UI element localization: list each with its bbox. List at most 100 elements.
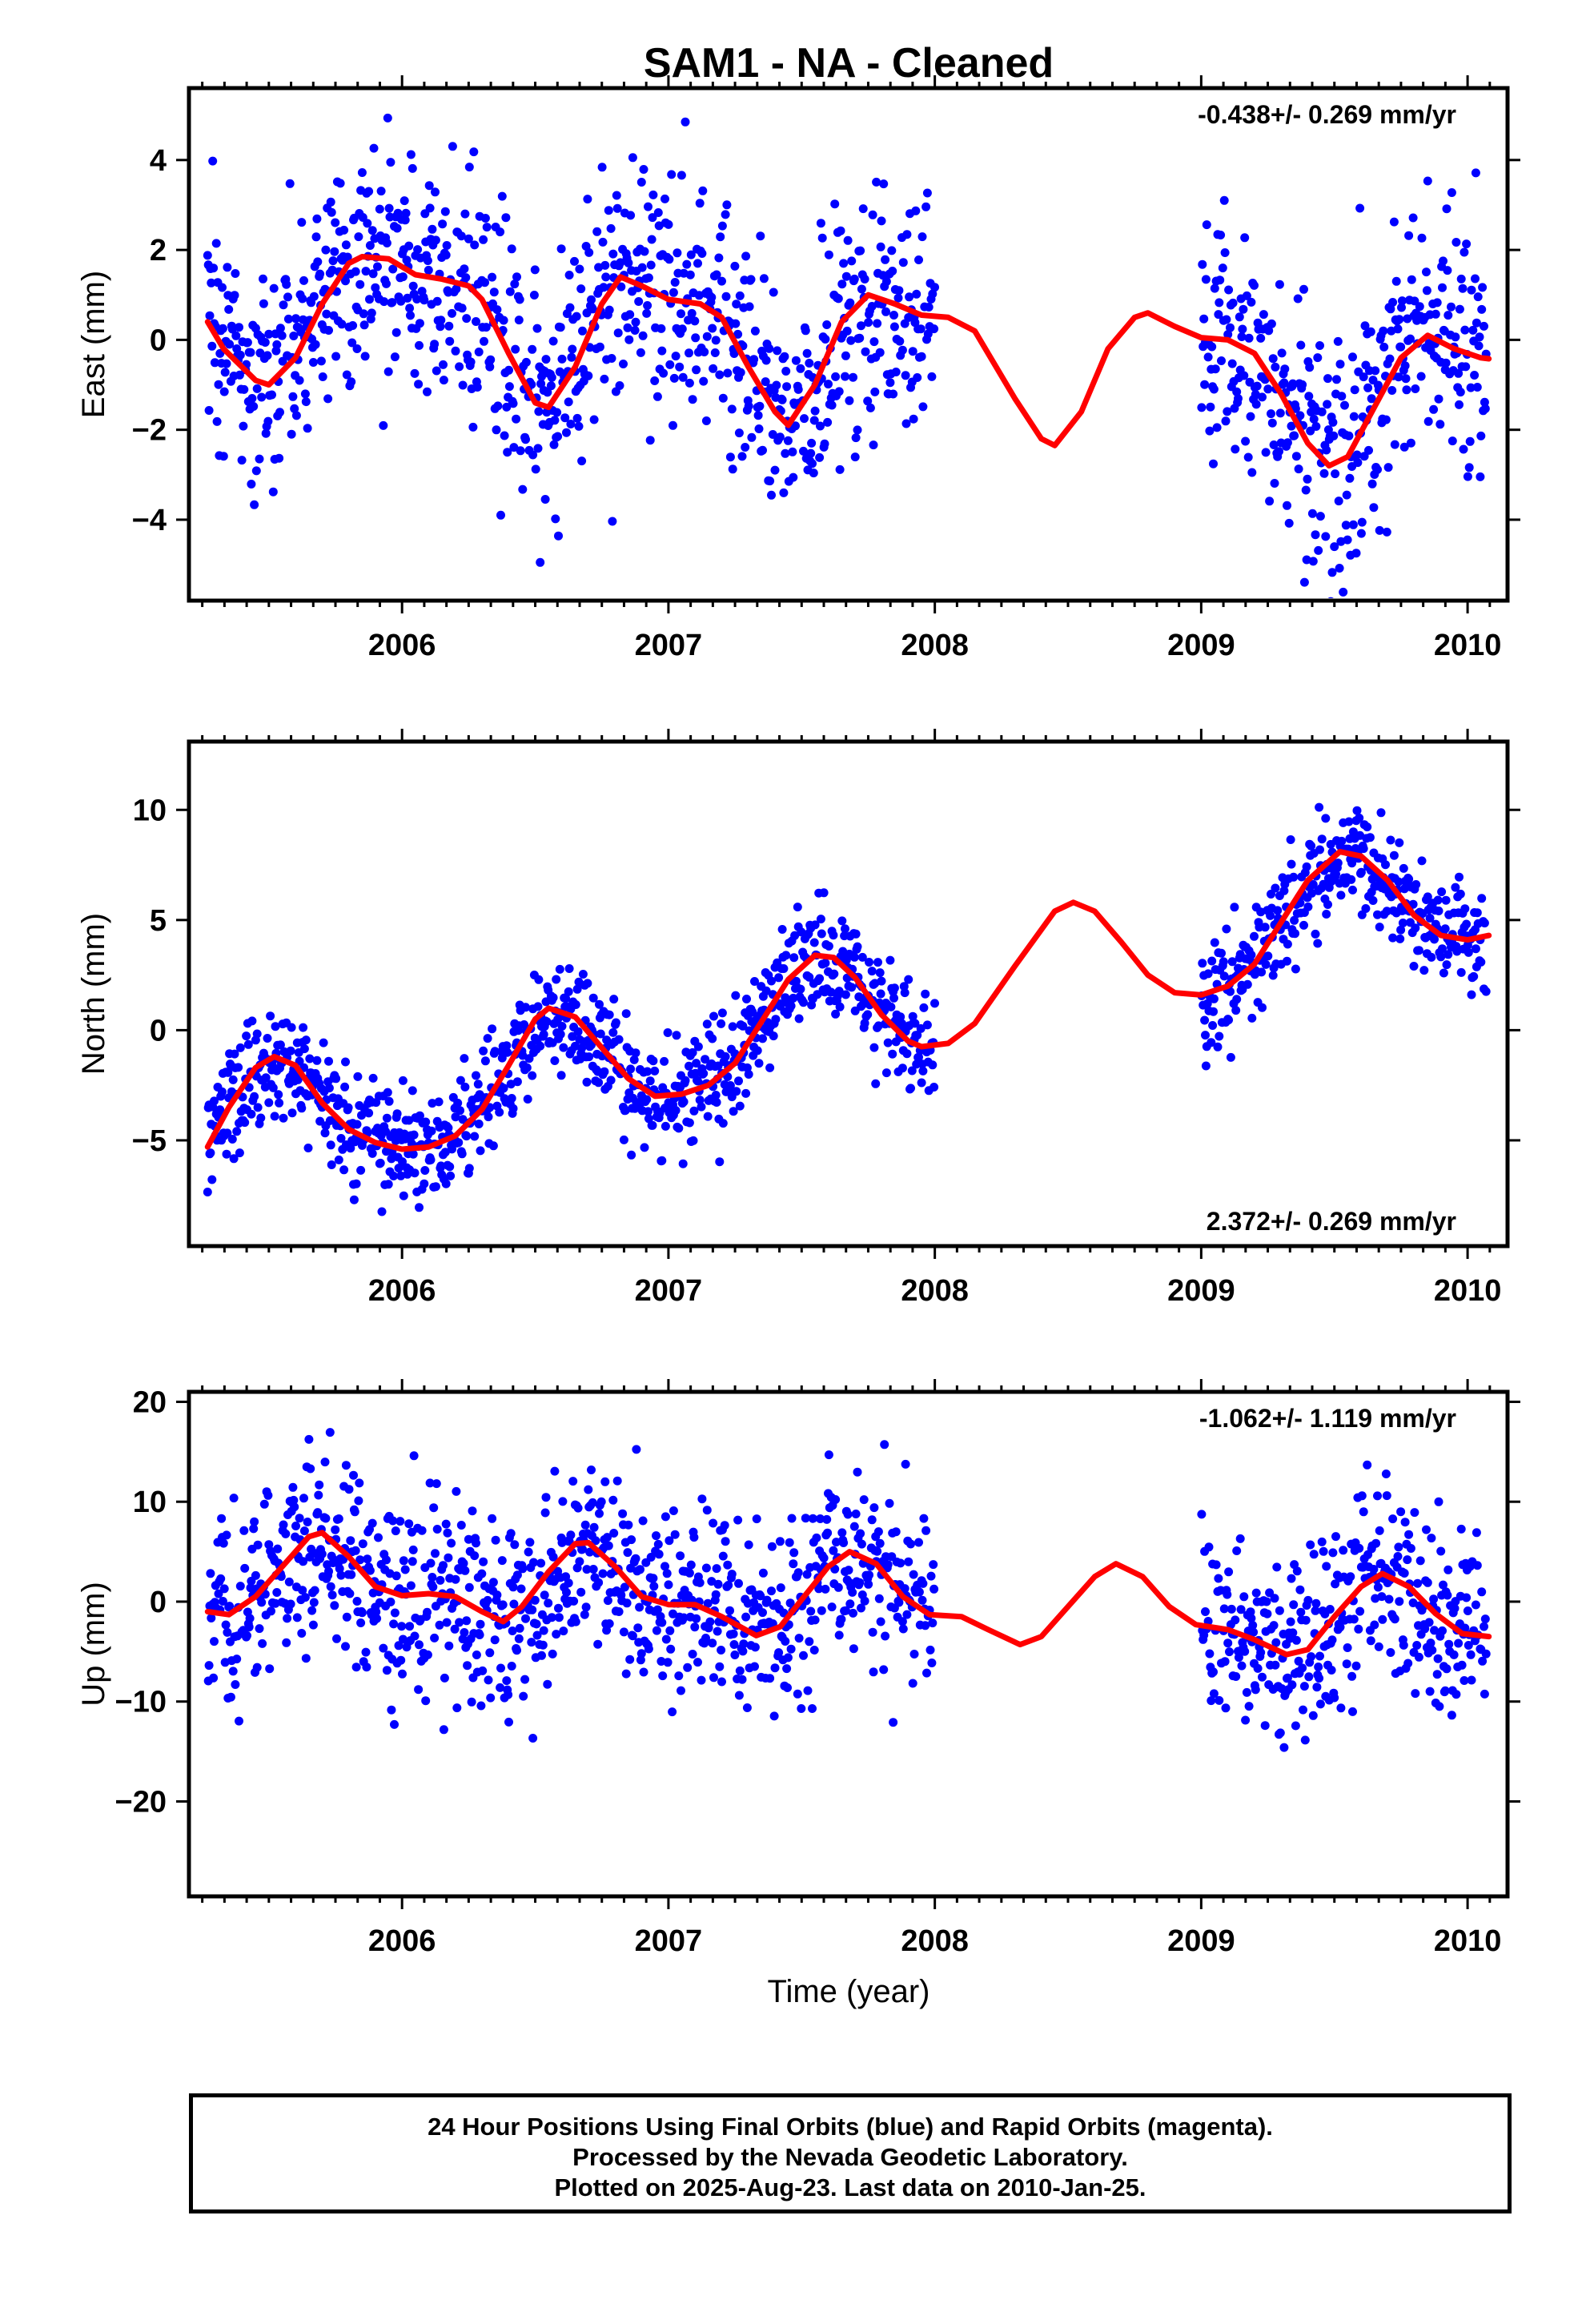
data-point: [361, 267, 371, 276]
data-point: [1435, 420, 1445, 429]
data-point: [728, 464, 737, 474]
data-point: [256, 1113, 266, 1123]
data-point: [228, 1075, 238, 1084]
data-point: [1347, 858, 1357, 868]
data-point: [881, 1631, 890, 1641]
data-point: [1219, 195, 1229, 205]
data-point: [398, 272, 408, 282]
data-point: [1411, 1689, 1420, 1699]
data-point: [408, 281, 418, 291]
data-point: [587, 1040, 596, 1050]
data-point: [1215, 1031, 1224, 1041]
data-point: [618, 1509, 628, 1518]
data-point: [741, 1088, 751, 1098]
data-point: [1456, 274, 1466, 283]
data-point: [1209, 459, 1218, 468]
data-point: [1339, 587, 1348, 597]
data-point: [456, 231, 466, 241]
data-point: [1315, 1674, 1324, 1683]
data-point: [742, 1703, 752, 1712]
data-point: [519, 1691, 528, 1701]
data-point: [268, 487, 278, 497]
data-point: [1455, 400, 1464, 409]
data-point: [1349, 412, 1359, 421]
y-tick-label: −20: [115, 1785, 167, 1819]
data-point: [1344, 817, 1354, 826]
x-tick-label: 2007: [635, 1274, 703, 1308]
data-point: [1393, 324, 1403, 334]
data-point: [239, 421, 248, 431]
data-point: [780, 352, 789, 361]
data-point: [508, 1626, 517, 1635]
data-point: [580, 1610, 589, 1619]
data-point: [406, 1581, 416, 1590]
data-point: [697, 1675, 706, 1685]
data-point: [626, 1064, 636, 1074]
data-point: [365, 295, 374, 304]
data-point: [1438, 1626, 1447, 1635]
data-point: [1234, 394, 1243, 404]
data-point: [1414, 1652, 1423, 1662]
data-point: [665, 1536, 674, 1546]
data-point: [1226, 323, 1235, 332]
data-point: [869, 440, 878, 450]
data-point: [1311, 530, 1320, 540]
data-point: [656, 1657, 666, 1666]
data-point: [645, 436, 655, 445]
data-point: [564, 964, 574, 973]
footer-line-3: Plotted on 2025-Aug-23. Last data on 201…: [554, 2173, 1146, 2201]
data-point: [474, 1120, 484, 1128]
data-point: [595, 1509, 604, 1518]
data-point: [495, 1108, 504, 1117]
data-point: [266, 1011, 275, 1021]
data-point: [707, 1577, 717, 1586]
data-point: [584, 247, 594, 257]
data-point: [1247, 468, 1257, 477]
data-point: [900, 1584, 909, 1594]
data-point: [672, 1031, 681, 1040]
data-point: [506, 1529, 516, 1538]
data-point: [560, 413, 570, 423]
data-point: [225, 1602, 235, 1611]
data-point: [268, 1083, 278, 1092]
data-point: [1253, 1663, 1263, 1673]
data-point: [1279, 1743, 1289, 1752]
data-point: [548, 1649, 557, 1659]
data-point: [649, 1582, 659, 1591]
data-point: [717, 1646, 726, 1655]
data-point: [652, 1605, 662, 1614]
data-point: [297, 1104, 307, 1113]
data-point: [661, 194, 669, 203]
data-point: [1471, 944, 1480, 954]
data-point: [361, 1647, 371, 1657]
data-point: [1291, 964, 1300, 974]
data-point: [913, 373, 922, 382]
data-point: [841, 1606, 850, 1615]
data-point: [1357, 517, 1367, 527]
data-point: [829, 931, 838, 940]
data-point: [914, 1538, 923, 1547]
data-point: [698, 186, 708, 195]
data-point: [1333, 336, 1343, 346]
data-point: [725, 452, 735, 462]
data-point: [452, 1486, 461, 1496]
data-point: [738, 1021, 748, 1031]
data-point: [222, 359, 231, 368]
data-point: [598, 237, 608, 247]
data-point: [415, 1111, 424, 1120]
data-point: [690, 1622, 700, 1632]
data-point: [343, 252, 352, 262]
data-point: [759, 274, 769, 283]
data-point: [550, 1056, 560, 1065]
data-point: [389, 1619, 399, 1629]
plot-frame: [187, 1389, 1510, 1899]
data-point: [492, 1590, 502, 1600]
data-point: [869, 1043, 879, 1052]
data-point: [360, 352, 370, 361]
data-point: [879, 1665, 889, 1675]
data-point: [532, 324, 542, 333]
data-point: [843, 235, 853, 245]
data-point: [566, 420, 576, 428]
data-point: [1299, 920, 1308, 930]
data-point: [308, 358, 318, 367]
